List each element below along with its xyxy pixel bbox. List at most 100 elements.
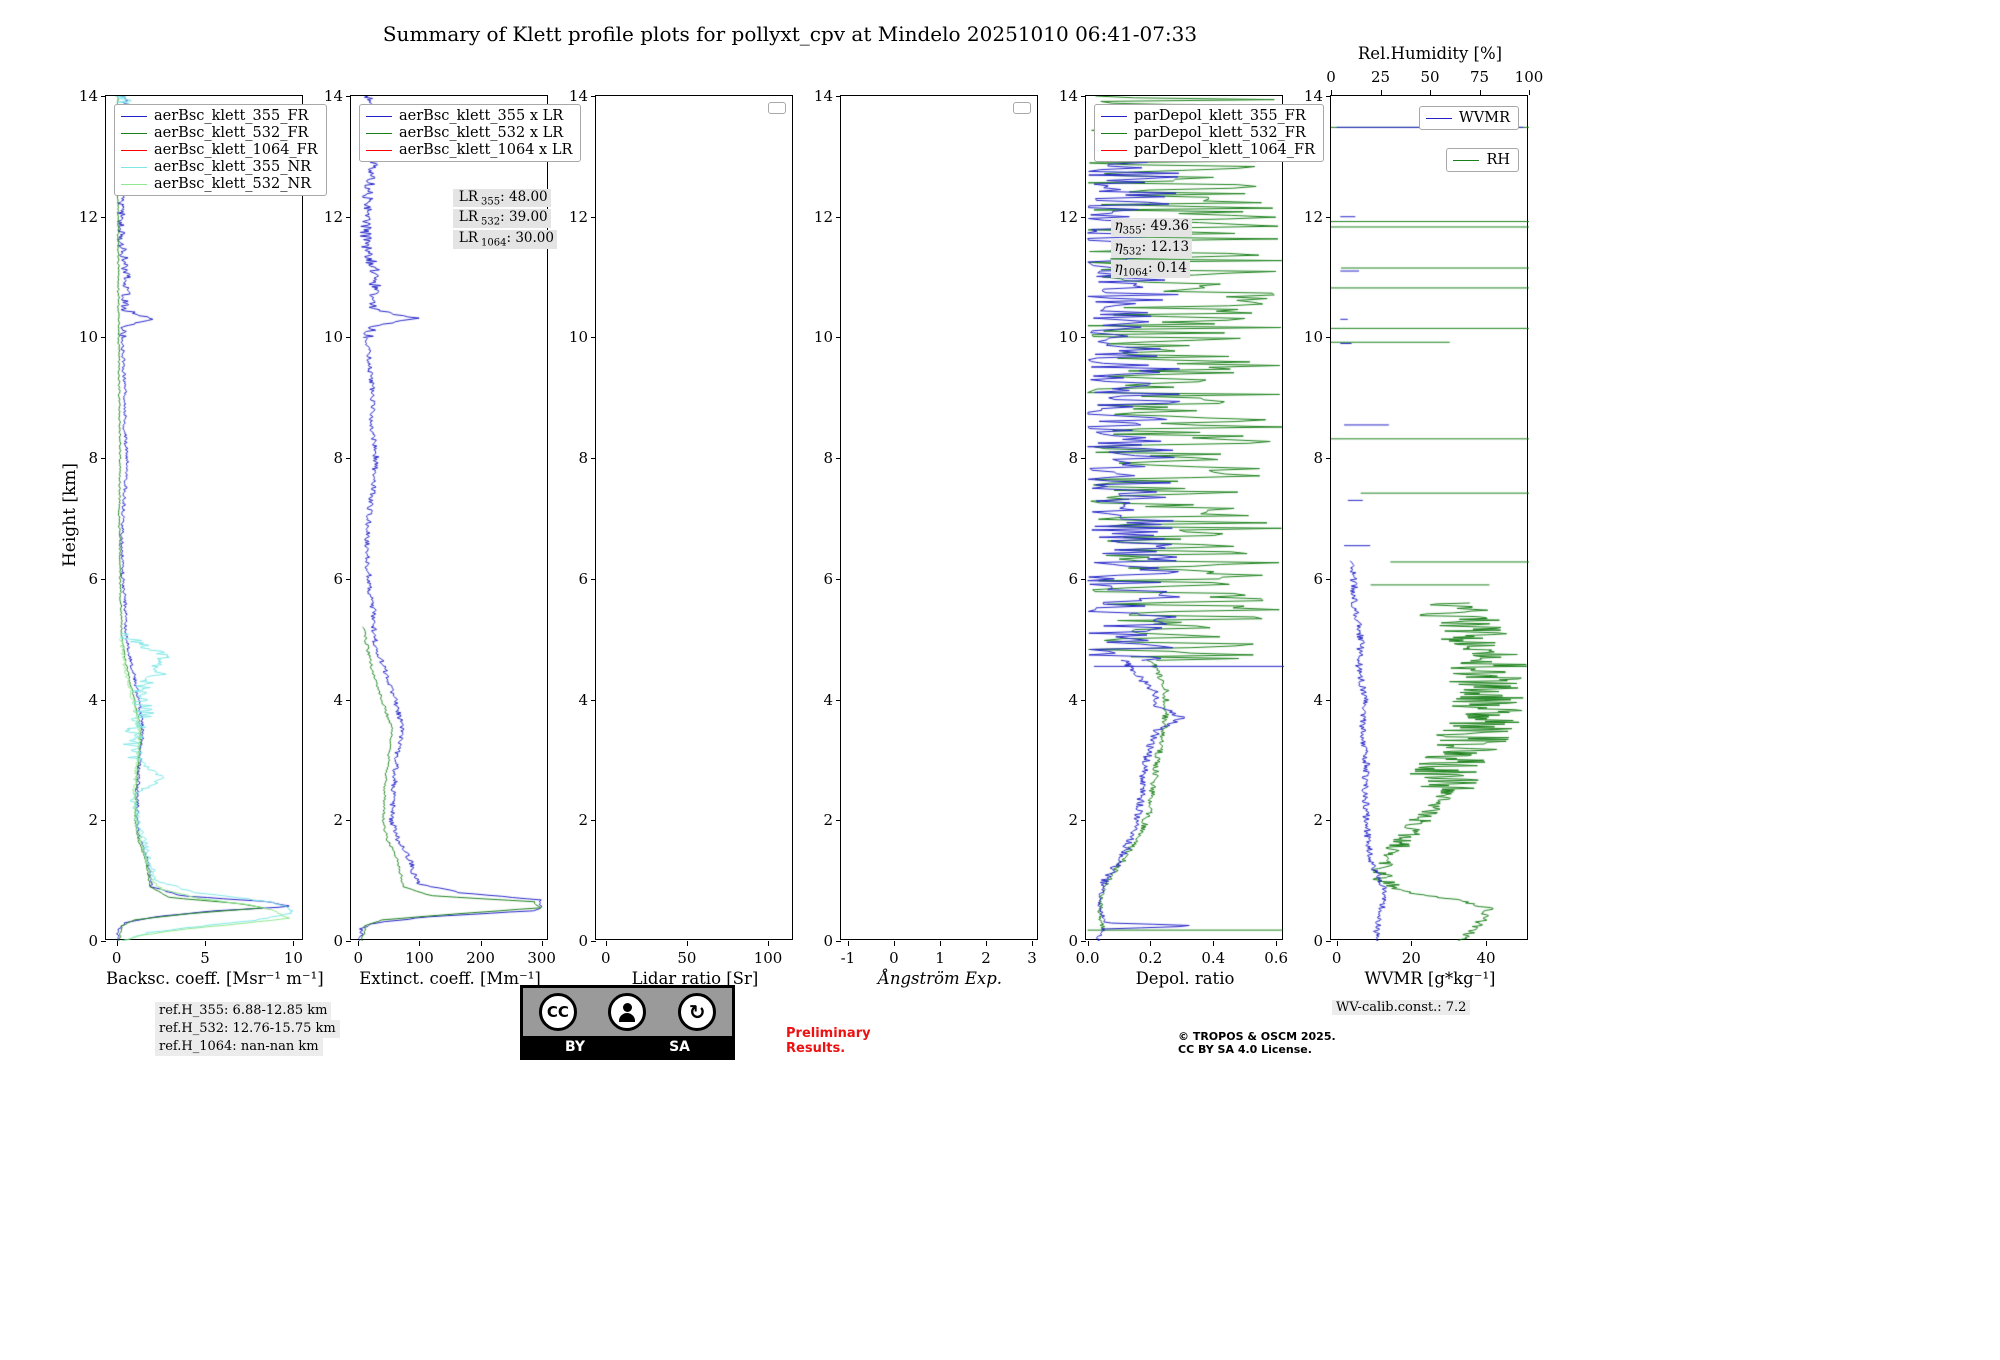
- wv-calibration-constant: WV-calib.const.: 7.2: [1332, 1000, 1471, 1015]
- y-tick-label: 10: [323, 328, 343, 347]
- y-tick: [836, 820, 841, 822]
- y-tick: [346, 216, 351, 218]
- y-tick: [591, 96, 596, 97]
- x-tick-label: 0.2: [1138, 949, 1163, 967]
- y-tick-label: 6: [823, 569, 833, 588]
- x-tick: [1336, 941, 1338, 946]
- x-tick-label: 0: [111, 949, 122, 967]
- ref-height-532: ref.H_532: 12.76-15.75 km: [155, 1020, 340, 1038]
- y-tick-label: 14: [323, 87, 343, 105]
- y-tick-label: 12: [1058, 207, 1078, 226]
- y-tick: [101, 337, 106, 339]
- legend-label: aerBsc_klett_532_FR: [154, 125, 309, 141]
- panel-wvmr: 0 20 40 0 2 4 6 8 10 12 14 0 25 50 75 100 Rel.Humidity […: [1304, 44, 1543, 988]
- legend: aerBsc_klett_355_FR aerBsc_klett_532_FR ae…: [114, 104, 327, 196]
- y-tick-label: 8: [333, 449, 343, 468]
- x-tick-label: 10: [283, 949, 303, 967]
- y-tick-label: 4: [823, 690, 833, 709]
- legend-line-swatch: [366, 149, 392, 151]
- y-tick: [591, 820, 596, 822]
- legend: [768, 102, 786, 114]
- annotation-box: LR 355: 48.00 LR 532: 39.00 LR 1064: 30.00: [452, 188, 557, 249]
- x-axis-label-angstroem: Ångström Exp.: [877, 969, 1003, 988]
- y-tick: [1326, 699, 1331, 701]
- y-tick: [591, 337, 596, 339]
- y-tick-label: 4: [1068, 690, 1078, 709]
- legend-line-swatch: [121, 115, 147, 117]
- y-tick: [1081, 96, 1086, 97]
- y-tick: [101, 96, 106, 97]
- x-tick: [1087, 941, 1089, 946]
- y-tick: [836, 96, 841, 97]
- top-tick-label: 0: [1326, 68, 1336, 86]
- copyright-line-2: CC BY SA 4.0 License.: [1178, 1043, 1312, 1056]
- y-tick-label: 4: [88, 690, 98, 709]
- x-axis-label-backscatter: Backsc. coeff. [Msr⁻¹ m⁻¹]: [106, 969, 324, 988]
- cc-icon: CC: [538, 993, 577, 1031]
- y-tick-label: 6: [1068, 569, 1078, 588]
- y-tick: [1081, 699, 1086, 701]
- y-tick: [591, 941, 596, 942]
- y-tick-label: 10: [1058, 328, 1078, 347]
- cc-license-badge: CC ↻ BY SA: [520, 985, 735, 1060]
- x-tick-label: 200: [466, 949, 495, 967]
- x-axis-label-extinction: Extinct. coeff. [Mm⁻¹]: [359, 969, 541, 988]
- y-tick-label: 6: [578, 569, 588, 588]
- annotation-line: LR 1064: 30.00: [452, 230, 557, 249]
- y-tick-label: 6: [88, 569, 98, 588]
- legend-line-swatch: [121, 183, 147, 185]
- backscatter-plot-canvas: [106, 96, 304, 941]
- legend-label: aerBsc_klett_1064_FR: [154, 142, 318, 158]
- annotation-line: η355: 49.36: [1111, 218, 1193, 237]
- top-tick: [1380, 90, 1382, 95]
- cc-by-label: BY: [565, 1038, 586, 1055]
- x-tick-label: 100: [753, 949, 783, 967]
- y-tick-label: 2: [578, 811, 588, 830]
- y-axis-label: Height [km]: [60, 462, 80, 568]
- y-tick: [836, 216, 841, 218]
- y-tick-label: 2: [1313, 811, 1323, 830]
- y-tick-label: 2: [823, 811, 833, 830]
- copyright-note: © TROPOS & OSCM 2025. CC BY SA 4.0 Licen…: [1178, 1030, 1336, 1056]
- legend-line-swatch: [121, 149, 147, 151]
- annotation-box: η355: 49.36 η532: 12.13 η1064: 0.14: [1111, 218, 1193, 279]
- x-tick: [940, 941, 941, 946]
- x-tick-label: 50: [677, 949, 697, 967]
- y-tick-label: 12: [323, 207, 343, 226]
- y-tick-label: 14: [1303, 87, 1323, 105]
- x-tick-label: 0.6: [1264, 949, 1289, 967]
- legend-label: aerBsc_klett_355_FR: [154, 108, 309, 124]
- y-tick: [836, 941, 841, 942]
- legend-label: aerBsc_klett_1064 x LR: [399, 142, 573, 158]
- person-body-shape: [619, 1012, 636, 1022]
- lidar-ratio-plot-canvas: [596, 96, 794, 941]
- legend-entry: parDepol_klett_532_FR: [1101, 125, 1315, 141]
- angstroem-plot-canvas: [841, 96, 1039, 941]
- legend-label: parDepol_klett_532_FR: [1134, 125, 1306, 141]
- y-tick-label: 0: [578, 932, 588, 950]
- y-tick: [1326, 337, 1331, 339]
- legend-entry: parDepol_klett_355_FR: [1101, 108, 1315, 124]
- x-tick: [480, 941, 482, 946]
- x-tick: [605, 941, 607, 946]
- annotation-line: η532: 12.13: [1111, 238, 1193, 258]
- top-tick: [1331, 90, 1332, 95]
- attribution-person-icon: [608, 993, 647, 1031]
- preliminary-line-2: Results.: [786, 1041, 846, 1056]
- y-tick: [1326, 941, 1331, 942]
- y-tick-label: 0: [333, 932, 343, 950]
- x-tick-label: 40: [1476, 949, 1496, 967]
- y-tick: [1326, 458, 1331, 460]
- legend-entry: aerBsc_klett_532_NR: [121, 176, 318, 192]
- cc-license-bar: BY SA: [523, 1036, 732, 1057]
- y-tick: [1081, 458, 1086, 460]
- y-tick-label: 6: [333, 569, 343, 588]
- y-tick-label: 14: [78, 87, 98, 105]
- y-tick-label: 10: [568, 328, 588, 347]
- y-tick: [346, 96, 351, 97]
- y-tick: [1326, 216, 1331, 218]
- x-tick-label: 0: [600, 949, 611, 967]
- y-tick-label: 10: [78, 328, 98, 347]
- share-alike-icon: ↻: [678, 993, 717, 1031]
